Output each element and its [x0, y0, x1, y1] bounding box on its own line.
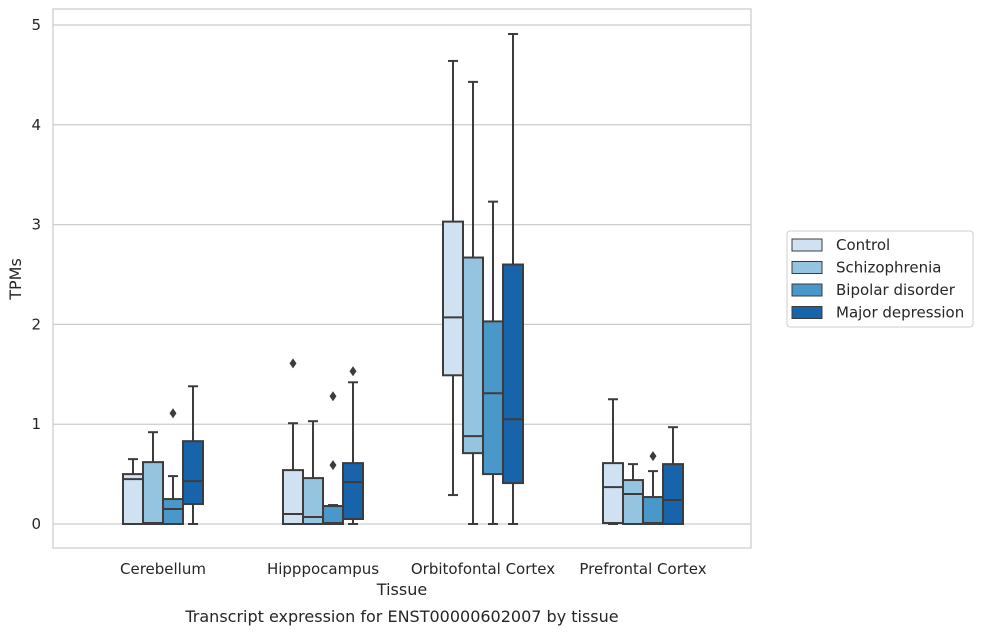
y-axis-title: TPMs	[6, 258, 25, 301]
y-tick-labels: 0 1 2 3 4 5	[31, 16, 41, 533]
box-iqr	[342, 462, 364, 521]
y-tick-label-3: 3	[31, 216, 41, 234]
box-3-0	[602, 398, 624, 525]
box-iqr	[162, 498, 184, 525]
box-2-2	[482, 200, 504, 525]
x-tick-label-3: Prefrontal Cortex	[579, 560, 706, 578]
box-3-3	[662, 426, 684, 525]
y-tick-label-4: 4	[31, 116, 41, 134]
box-2-0	[442, 59, 464, 497]
chart-caption: Transcript expression for ENST0000060200…	[184, 607, 618, 626]
legend-swatch-0	[791, 238, 823, 252]
outlier-point-0	[649, 451, 657, 462]
outlier-point-0	[349, 366, 357, 377]
box-iqr	[462, 256, 484, 455]
box-iqr	[142, 461, 164, 525]
box-0-3	[182, 385, 204, 525]
box-iqr	[642, 496, 664, 525]
box-iqr	[322, 505, 344, 526]
plot-area-frame	[52, 8, 752, 549]
box-iqr	[602, 462, 624, 525]
box-iqr	[662, 463, 684, 525]
y-tick-label-0: 0	[31, 515, 41, 533]
box-iqr	[482, 320, 504, 476]
y-tick-label-5: 5	[31, 16, 41, 34]
outlier-point-0	[329, 460, 337, 471]
box-2-1	[462, 80, 484, 525]
y-tick-label-2: 2	[31, 315, 41, 333]
x-axis-title: Tissue	[376, 580, 427, 599]
outlier-point-0	[289, 358, 297, 369]
legend: Control Schizophrenia Bipolar disorder Majo…	[786, 230, 974, 328]
legend-label-2: Bipolar disorder	[836, 281, 956, 299]
box-3-2	[642, 451, 664, 525]
box-iqr	[122, 473, 144, 526]
box-0-2	[162, 408, 184, 525]
x-tick-labels: Cerebellum Hipppocampus Orbitofontal Corte…	[120, 560, 707, 578]
outlier-point-1	[329, 391, 337, 402]
legend-label-1: Schizophrenia	[836, 259, 941, 277]
box-1-3	[342, 366, 364, 525]
box-0-0	[122, 458, 144, 526]
legend-label-0: Control	[836, 236, 890, 254]
box-iqr	[502, 263, 524, 485]
outlier-point-0	[169, 408, 177, 419]
legend-swatch-3	[791, 306, 823, 319]
box-iqr	[282, 469, 304, 525]
legend-swatch-2	[791, 283, 823, 297]
box-iqr	[182, 440, 204, 506]
box-0-1	[142, 431, 164, 525]
boxes	[122, 32, 684, 526]
legend-frame	[786, 230, 974, 328]
box-1-0	[282, 358, 304, 525]
box-3-1	[622, 463, 644, 526]
box-1-2	[322, 391, 344, 526]
box-iqr	[442, 220, 464, 377]
box-2-3	[502, 32, 524, 525]
box-iqr	[622, 479, 644, 526]
x-tick-label-2: Orbitofontal Cortex	[411, 560, 555, 578]
legend-label-3: Major depression	[836, 304, 964, 322]
y-tick-label-1: 1	[31, 415, 41, 433]
x-tick-label-1: Hipppocampus	[267, 560, 379, 578]
grid-lines	[53, 24, 751, 525]
box-iqr	[302, 477, 324, 526]
legend-swatch-1	[791, 261, 823, 274]
box-1-1	[302, 420, 324, 526]
x-tick-label-0: Cerebellum	[120, 560, 206, 578]
